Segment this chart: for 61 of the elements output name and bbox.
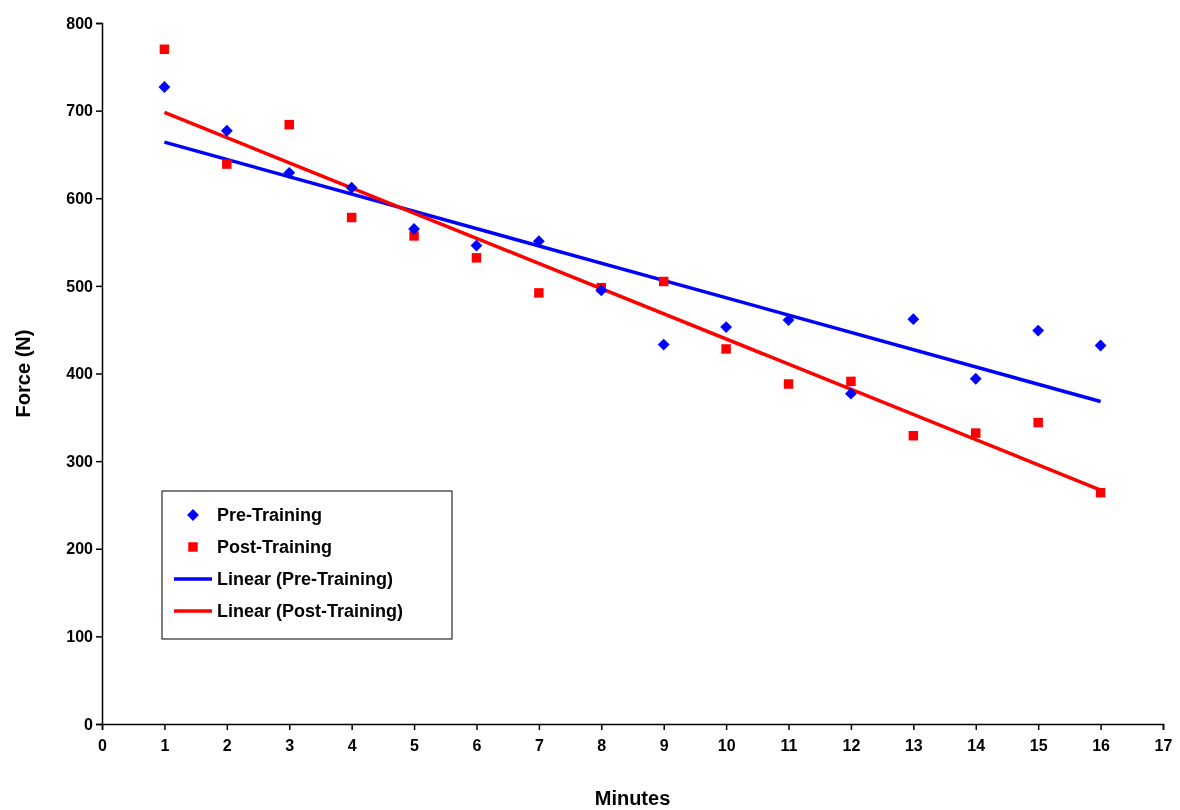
point [908, 430, 919, 441]
x-tick-label: 15 [1029, 736, 1048, 754]
point [222, 159, 232, 169]
point [720, 321, 733, 333]
y-tick-label: 200 [66, 540, 94, 558]
y-tick-label: 800 [66, 14, 94, 32]
point [657, 338, 670, 351]
y-axis-title: Force (N) [12, 329, 34, 418]
point [159, 44, 170, 55]
x-tick-label: 10 [717, 736, 736, 754]
x-tick-label: 4 [347, 736, 357, 754]
x-tick-label: 5 [410, 736, 420, 754]
point [471, 253, 482, 263]
y-tick-label: 400 [66, 365, 94, 383]
y-tick-label: 500 [66, 277, 94, 295]
point [346, 212, 357, 223]
x-tick-label: 1 [160, 736, 170, 754]
point [1033, 417, 1043, 428]
point [969, 372, 982, 385]
point [284, 119, 294, 130]
point [595, 284, 608, 297]
point [658, 276, 669, 287]
point [158, 81, 171, 93]
point [721, 344, 731, 354]
point [470, 239, 483, 252]
point [846, 376, 856, 387]
x-tick-label: 11 [780, 736, 798, 754]
point [1032, 324, 1045, 337]
point [845, 387, 857, 400]
x-tick-label: 3 [285, 736, 295, 754]
point [1095, 487, 1106, 498]
y-tick-label: 300 [66, 452, 94, 470]
point [907, 313, 920, 326]
y-tick-label: 100 [66, 627, 94, 645]
point [534, 288, 544, 298]
point [220, 124, 233, 137]
x-tick-label: 13 [904, 736, 923, 754]
x-tick-label: 16 [1092, 736, 1111, 754]
y-tick-label: 0 [84, 715, 94, 733]
point [783, 379, 794, 389]
legend-label: Post-Training [217, 537, 333, 558]
legend-label: Linear (Post-Training) [217, 601, 404, 622]
x-tick-label: 6 [472, 736, 482, 754]
point [971, 428, 981, 438]
x-tick-label: 12 [842, 736, 861, 754]
x-tick-label: 17 [1154, 736, 1173, 754]
x-tick-label: 14 [967, 736, 986, 754]
x-tick-label: 2 [222, 736, 232, 754]
point [283, 166, 296, 179]
legend-label: Linear (Pre-Training) [217, 569, 394, 590]
x-axis-title: Minutes [594, 787, 671, 809]
point [1094, 339, 1107, 352]
point [408, 223, 420, 235]
x-tick-label: 0 [98, 736, 108, 754]
y-tick-label: 700 [66, 102, 94, 120]
x-tick-label: 7 [534, 736, 544, 754]
x-tick-label: 8 [597, 736, 607, 754]
x-tick-label: 9 [659, 736, 669, 754]
point [345, 181, 358, 194]
legend-label: Pre-Training [217, 505, 323, 526]
y-tick-label: 600 [66, 189, 94, 207]
